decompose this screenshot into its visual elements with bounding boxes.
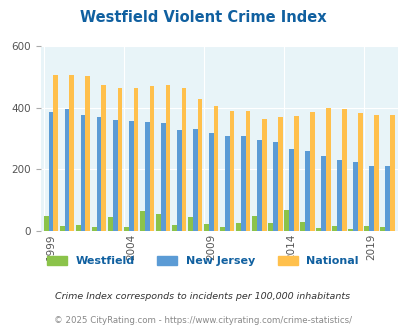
Bar bbox=[284, 210, 288, 231]
Bar bbox=[320, 155, 325, 231]
Bar bbox=[325, 108, 330, 231]
Bar bbox=[113, 119, 117, 231]
Bar bbox=[299, 222, 304, 231]
Bar bbox=[304, 151, 309, 231]
Bar bbox=[44, 216, 49, 231]
Bar bbox=[60, 226, 64, 231]
Bar bbox=[272, 142, 277, 231]
Text: Westfield Violent Crime Index: Westfield Violent Crime Index bbox=[79, 10, 326, 25]
Bar bbox=[288, 149, 293, 231]
Bar bbox=[156, 214, 160, 231]
Bar bbox=[224, 136, 229, 231]
Legend: Westfield, New Jersey, National: Westfield, New Jersey, National bbox=[43, 251, 362, 271]
Bar bbox=[252, 216, 256, 231]
Bar bbox=[188, 217, 192, 231]
Bar bbox=[85, 76, 90, 231]
Bar bbox=[309, 113, 314, 231]
Bar bbox=[373, 115, 378, 231]
Bar bbox=[92, 227, 96, 231]
Bar bbox=[149, 86, 154, 231]
Bar bbox=[220, 227, 224, 231]
Bar bbox=[76, 225, 81, 231]
Bar bbox=[140, 211, 145, 231]
Bar bbox=[53, 75, 58, 231]
Bar bbox=[124, 227, 128, 231]
Bar bbox=[69, 75, 74, 231]
Bar bbox=[347, 229, 352, 231]
Bar bbox=[240, 136, 245, 231]
Text: Crime Index corresponds to incidents per 100,000 inhabitants: Crime Index corresponds to incidents per… bbox=[55, 292, 350, 301]
Bar bbox=[256, 140, 261, 231]
Bar bbox=[352, 162, 357, 231]
Bar bbox=[235, 223, 240, 231]
Bar bbox=[181, 88, 186, 231]
Bar bbox=[277, 117, 282, 231]
Bar bbox=[357, 113, 362, 231]
Text: © 2025 CityRating.com - https://www.cityrating.com/crime-statistics/: © 2025 CityRating.com - https://www.city… bbox=[54, 316, 351, 325]
Bar bbox=[197, 99, 202, 231]
Bar bbox=[176, 130, 181, 231]
Bar bbox=[145, 122, 149, 231]
Bar bbox=[117, 88, 122, 231]
Bar bbox=[160, 123, 165, 231]
Bar bbox=[245, 111, 250, 231]
Bar bbox=[293, 116, 298, 231]
Bar bbox=[368, 166, 373, 231]
Bar bbox=[208, 133, 213, 231]
Bar bbox=[389, 115, 394, 231]
Bar bbox=[96, 117, 101, 231]
Bar bbox=[108, 217, 113, 231]
Bar bbox=[101, 85, 106, 231]
Bar bbox=[128, 121, 133, 231]
Bar bbox=[384, 166, 389, 231]
Bar bbox=[172, 225, 176, 231]
Bar bbox=[81, 115, 85, 231]
Bar bbox=[331, 226, 336, 231]
Bar bbox=[341, 109, 346, 231]
Bar bbox=[363, 226, 368, 231]
Bar bbox=[213, 106, 218, 231]
Bar bbox=[165, 85, 170, 231]
Bar bbox=[133, 88, 138, 231]
Bar bbox=[336, 160, 341, 231]
Bar bbox=[49, 113, 53, 231]
Bar bbox=[379, 227, 384, 231]
Bar bbox=[204, 224, 208, 231]
Bar bbox=[64, 109, 69, 231]
Bar bbox=[192, 129, 197, 231]
Bar bbox=[229, 111, 234, 231]
Bar bbox=[267, 223, 272, 231]
Bar bbox=[261, 118, 266, 231]
Bar bbox=[315, 228, 320, 231]
